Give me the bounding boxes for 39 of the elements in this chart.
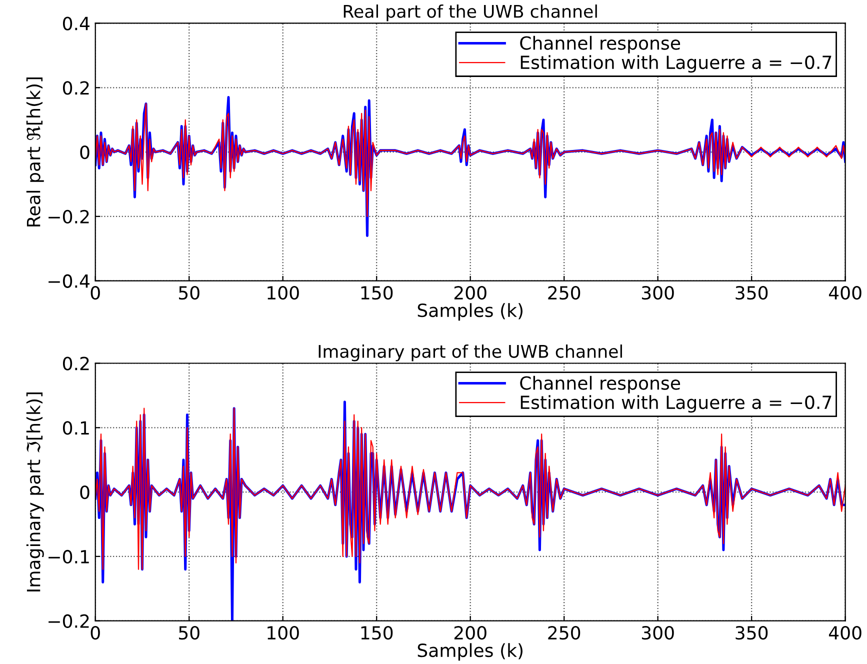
y-tick-label: 0.4 — [62, 16, 90, 30]
legend-label: Estimation with Laguerre a = −0.7 — [520, 55, 832, 73]
x-tick-label: 0 — [90, 286, 100, 300]
x-tick-label: 250 — [548, 286, 580, 300]
y-axis-title: Imaginary part ℑ[h(k)] — [26, 392, 44, 592]
y-tick-label: 0 — [80, 486, 90, 500]
x-tick-label: 150 — [361, 626, 393, 640]
x-tick-label: 400 — [828, 286, 862, 300]
x-tick-label: 300 — [642, 626, 674, 640]
legend-label: Estimation with Laguerre a = −0.7 — [520, 395, 832, 413]
x-tick-label: 0 — [90, 626, 100, 640]
x-tick-label: 50 — [179, 626, 200, 640]
x-tick-label: 250 — [548, 626, 580, 640]
line-series — [95, 103, 846, 217]
x-tick-label: 200 — [454, 626, 486, 640]
y-tick-label: 0.2 — [62, 81, 89, 95]
x-axis-title: Samples (k) — [418, 643, 522, 661]
legend-label: Channel response — [520, 376, 680, 394]
x-tick-label: 350 — [736, 626, 768, 640]
y-tick-label: −0.2 — [48, 210, 89, 224]
y-axis-title: Real part ℜ[h(k)] — [26, 77, 44, 226]
x-tick-label: 400 — [828, 626, 862, 640]
x-tick-label: 200 — [454, 286, 486, 300]
y-tick-label: −0.1 — [48, 550, 89, 564]
x-axis-title: Samples (k) — [418, 303, 522, 321]
legend-label: Channel response — [520, 36, 680, 54]
chart-title: Real part of the UWB channel — [344, 4, 597, 22]
x-tick-label: 150 — [361, 286, 393, 300]
y-tick-label: 0.2 — [62, 356, 89, 370]
y-tick-label: 0 — [80, 145, 90, 160]
x-tick-label: 50 — [179, 286, 200, 300]
x-tick-label: 100 — [268, 626, 299, 640]
y-tick-label: −0.2 — [48, 614, 89, 628]
x-tick-label: 350 — [736, 286, 768, 300]
y-tick-label: −0.4 — [48, 274, 90, 288]
x-tick-label: 100 — [268, 286, 299, 300]
x-tick-label: 300 — [642, 286, 674, 300]
chart-title: Imaginary part of the UWB channel — [318, 344, 622, 362]
y-tick-label: 0.1 — [62, 421, 89, 435]
